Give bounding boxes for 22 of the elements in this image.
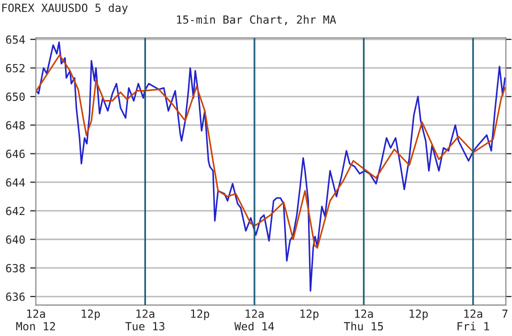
- chart-title: FOREX XAUUSDO 5 day: [2, 3, 128, 14]
- x-tick-label: 7: [502, 310, 508, 318]
- y-tick-label: 644: [6, 178, 25, 187]
- y-tick-label: 636: [6, 292, 25, 301]
- x-tick-label: 12p: [410, 310, 428, 320]
- x-tick-label: 12a Fri 1: [458, 310, 490, 330]
- y-tick-label: 648: [6, 121, 25, 130]
- y-tick-label: 652: [6, 64, 24, 72]
- x-tick-label: 12p: [300, 310, 318, 320]
- chart-subtitle: 15-min Bar Chart, 2hr MA: [177, 15, 336, 26]
- x-tick-label: 12a Tue 13: [125, 310, 164, 330]
- x-tick-label: 12p: [82, 310, 100, 320]
- x-tick-label: 12a Mon 12: [16, 310, 55, 330]
- y-tick-label: 642: [6, 206, 24, 216]
- x-tick-label: 12p: [191, 310, 210, 320]
- y-tick-label: 638: [6, 264, 25, 272]
- y-tick-label: 654: [6, 35, 25, 44]
- y-tick-label: 646: [6, 150, 25, 158]
- y-tick-label: 640: [6, 235, 25, 244]
- y-tick-label: 650: [6, 92, 25, 101]
- x-tick-label: 12a Wed 14: [234, 310, 274, 330]
- x-tick-label: 12a Thu 15: [344, 310, 383, 330]
